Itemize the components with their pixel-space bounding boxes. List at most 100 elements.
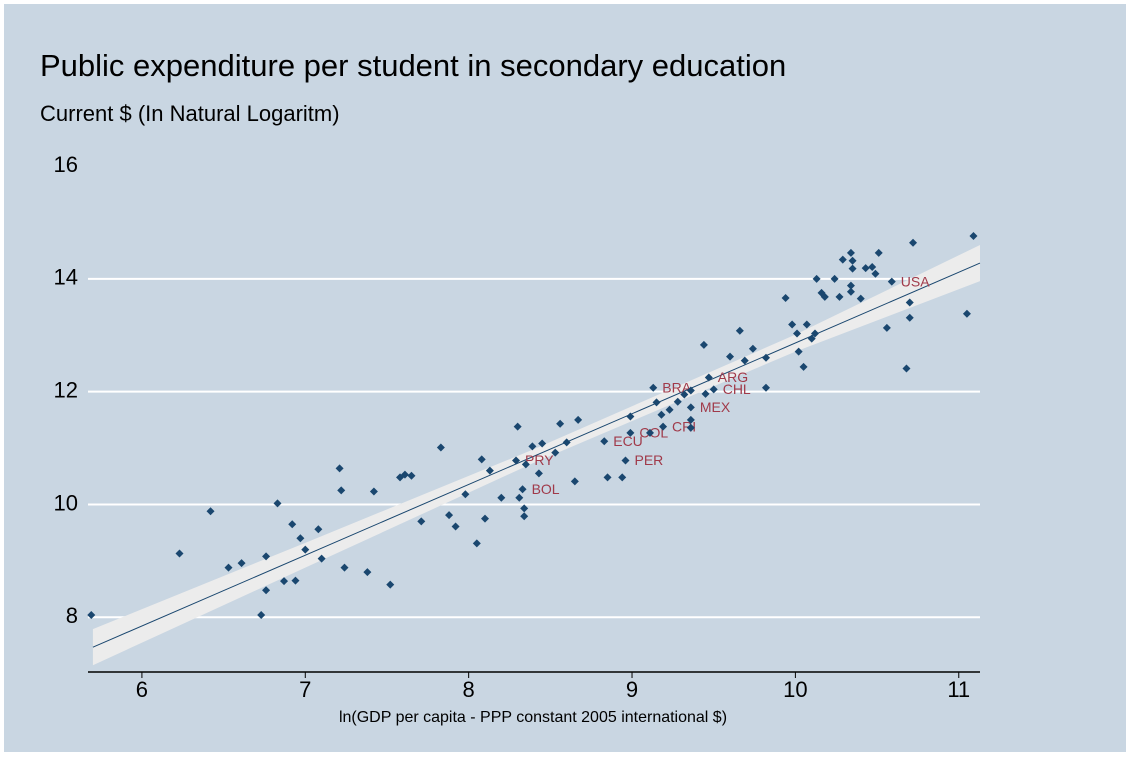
data-point bbox=[726, 352, 735, 361]
point-label: BRA bbox=[662, 379, 691, 395]
data-point bbox=[513, 422, 522, 431]
data-point bbox=[748, 344, 757, 353]
data-point bbox=[621, 456, 630, 465]
data-point bbox=[335, 464, 344, 473]
chart-subtitle: Current $ (In Natural Logaritm) bbox=[40, 101, 340, 126]
point-label: MEX bbox=[700, 399, 731, 415]
data-point bbox=[369, 487, 378, 496]
data-point bbox=[788, 320, 797, 329]
data-point bbox=[512, 456, 521, 465]
data-point bbox=[649, 383, 658, 392]
data-point bbox=[520, 512, 529, 521]
data-point bbox=[528, 442, 537, 451]
data-point bbox=[477, 455, 486, 464]
data-point bbox=[887, 277, 896, 286]
data-point bbox=[735, 326, 744, 335]
point-label: PRY bbox=[525, 452, 554, 468]
data-point bbox=[838, 255, 847, 264]
data-point bbox=[301, 545, 310, 554]
data-point bbox=[386, 580, 395, 589]
data-point bbox=[835, 292, 844, 301]
data-point bbox=[657, 410, 666, 419]
data-point bbox=[551, 448, 560, 457]
data-point bbox=[673, 397, 682, 406]
x-tick-label: 9 bbox=[626, 677, 638, 702]
data-point bbox=[574, 415, 583, 424]
x-tick-label: 8 bbox=[463, 677, 475, 702]
data-point bbox=[659, 422, 668, 431]
data-point bbox=[830, 274, 839, 283]
data-point bbox=[480, 514, 489, 523]
data-point bbox=[680, 390, 689, 399]
data-point bbox=[882, 323, 891, 332]
data-point bbox=[810, 329, 819, 338]
data-point bbox=[317, 554, 326, 563]
data-point bbox=[709, 385, 718, 394]
data-point bbox=[521, 460, 530, 469]
data-point bbox=[846, 248, 855, 257]
x-tick-label: 6 bbox=[136, 677, 148, 702]
data-point bbox=[905, 298, 914, 307]
data-point bbox=[600, 437, 609, 446]
data-point bbox=[618, 473, 627, 482]
point-label: ECU bbox=[613, 433, 643, 449]
y-tick-label: 10 bbox=[54, 490, 78, 515]
data-point bbox=[257, 611, 266, 620]
data-point bbox=[340, 563, 349, 572]
data-point bbox=[534, 469, 543, 478]
chart-background bbox=[4, 4, 1126, 752]
point-label: CHL bbox=[723, 381, 751, 397]
data-point bbox=[262, 552, 271, 561]
data-point bbox=[206, 507, 215, 516]
data-point bbox=[820, 292, 829, 301]
data-point bbox=[515, 493, 524, 502]
data-point bbox=[461, 490, 470, 499]
y-tick-label: 14 bbox=[54, 265, 78, 290]
data-point bbox=[799, 362, 808, 371]
data-point bbox=[626, 428, 635, 437]
data-point bbox=[603, 473, 612, 482]
data-point bbox=[497, 493, 506, 502]
x-axis-title: ln(GDP per capita - PPP constant 2005 in… bbox=[339, 709, 727, 726]
data-point bbox=[296, 534, 305, 543]
data-point bbox=[848, 256, 857, 265]
data-point bbox=[436, 443, 445, 452]
data-point bbox=[556, 419, 565, 428]
data-point bbox=[846, 281, 855, 290]
data-point bbox=[874, 248, 883, 257]
data-point bbox=[868, 262, 877, 271]
data-point bbox=[704, 373, 713, 382]
data-point bbox=[969, 231, 978, 240]
data-point bbox=[905, 313, 914, 322]
data-point bbox=[652, 398, 661, 407]
data-point bbox=[562, 438, 571, 447]
point-label: ARG bbox=[718, 369, 748, 385]
data-point bbox=[280, 577, 289, 586]
data-point bbox=[686, 415, 695, 424]
data-point bbox=[472, 539, 481, 548]
data-point bbox=[417, 517, 426, 526]
point-label: USA bbox=[901, 273, 930, 289]
data-point bbox=[400, 470, 409, 479]
data-point bbox=[962, 309, 971, 318]
data-point bbox=[761, 353, 770, 362]
data-point bbox=[224, 563, 233, 572]
data-point bbox=[87, 611, 96, 620]
chart-title: Public expenditure per student in second… bbox=[40, 48, 786, 83]
data-point bbox=[856, 294, 865, 303]
x-tick-label: 10 bbox=[783, 677, 807, 702]
data-point bbox=[337, 486, 346, 495]
data-point bbox=[701, 389, 710, 398]
data-point bbox=[570, 477, 579, 486]
data-point bbox=[846, 287, 855, 296]
data-point bbox=[451, 522, 460, 531]
y-tick-label: 8 bbox=[66, 603, 78, 628]
data-point bbox=[518, 485, 527, 494]
data-point bbox=[740, 356, 749, 365]
data-point bbox=[807, 334, 816, 343]
data-point bbox=[909, 238, 918, 247]
x-tick-label: 7 bbox=[299, 677, 311, 702]
data-point bbox=[871, 269, 880, 278]
y-tick-label: 16 bbox=[54, 152, 78, 177]
